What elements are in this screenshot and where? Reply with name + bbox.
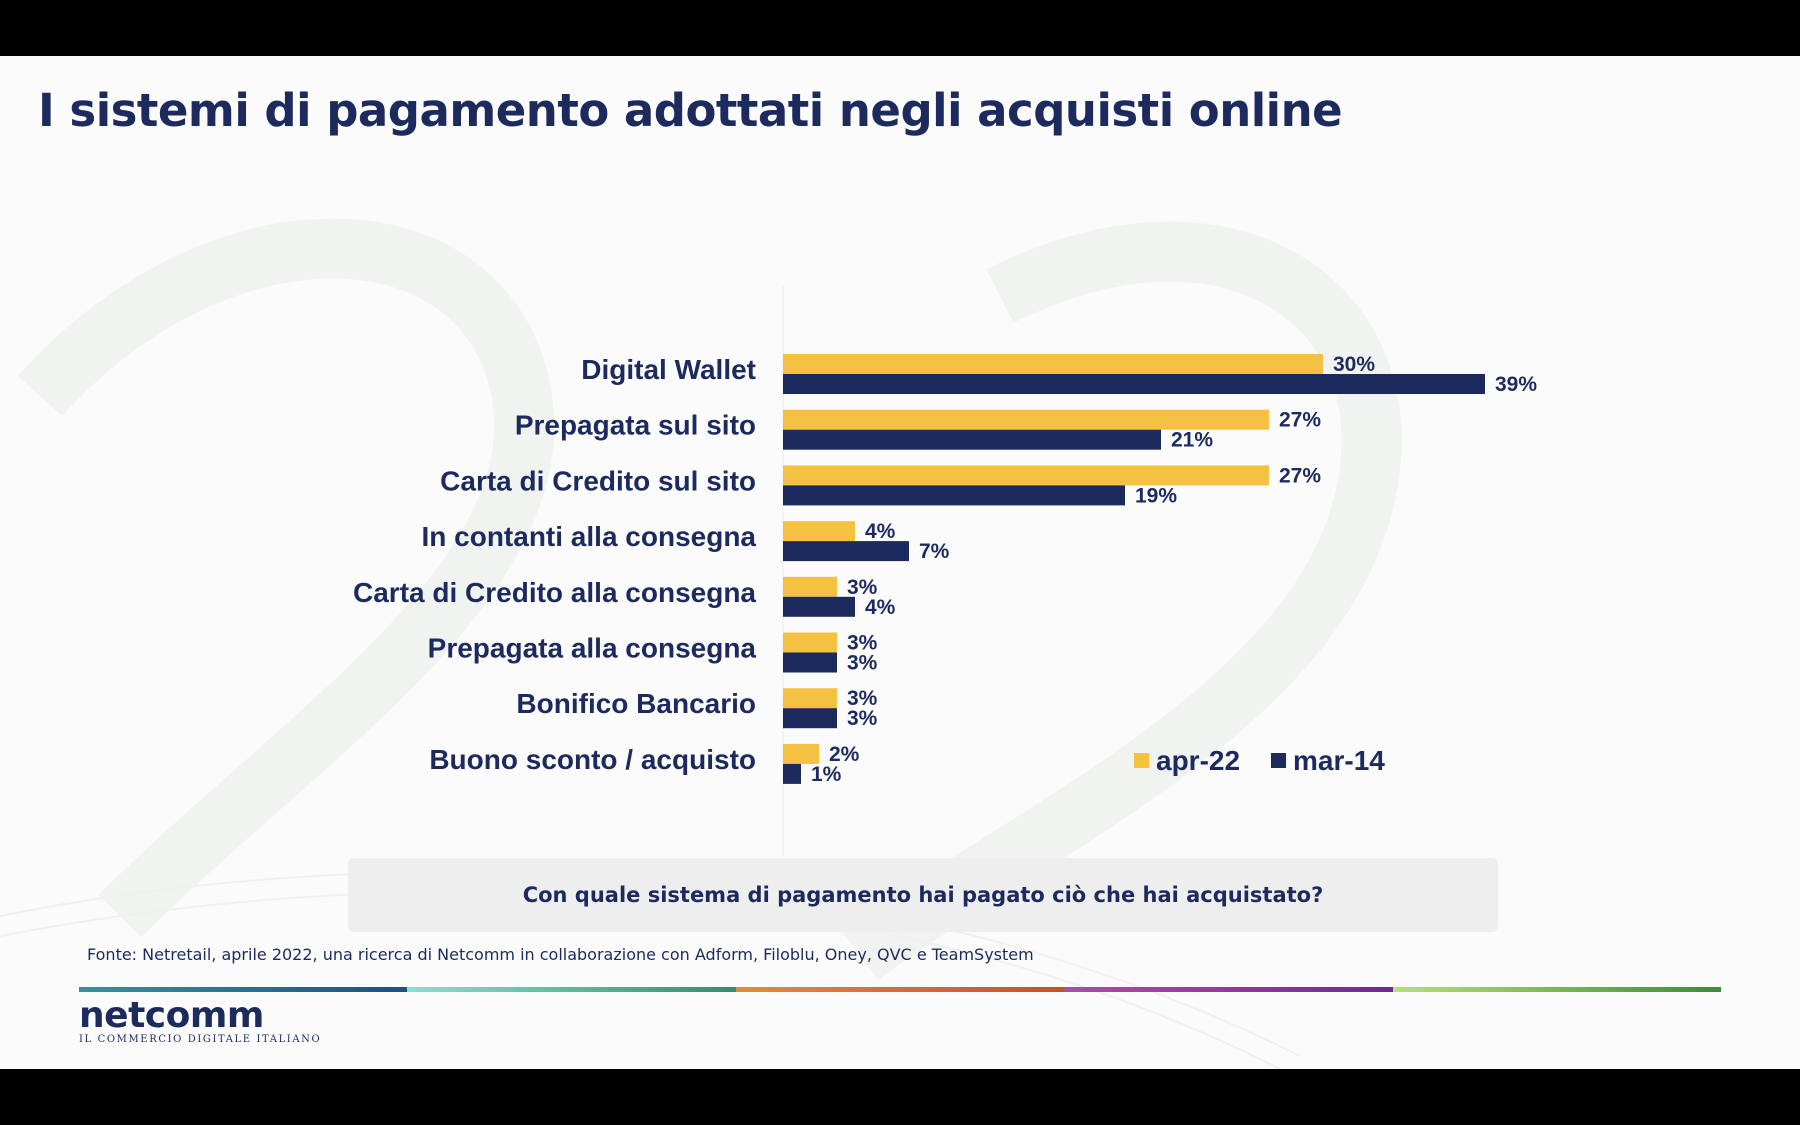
value-label-apr-22: 30% bbox=[1333, 353, 1375, 376]
logo-part-tcomm: tcomm bbox=[128, 995, 264, 1036]
value-label-mar-14: 3% bbox=[847, 652, 878, 675]
slide: I sistemi di pagamento adottati negli ac… bbox=[0, 56, 1800, 1069]
bar-apr-22 bbox=[783, 688, 837, 709]
bar-mar-14 bbox=[783, 429, 1161, 450]
value-label-mar-14: 1% bbox=[811, 763, 842, 786]
legend-label-apr-22: apr-22 bbox=[1156, 745, 1240, 776]
category-label: Carta di Credito sul sito bbox=[440, 465, 756, 496]
category-label: In contanti alla consegna bbox=[421, 521, 756, 552]
value-label-apr-22: 3% bbox=[847, 687, 878, 710]
category-label: Bonifico Bancario bbox=[516, 688, 756, 719]
bar-apr-22 bbox=[783, 465, 1269, 486]
value-label-mar-14: 39% bbox=[1495, 373, 1537, 396]
bar-mar-14 bbox=[783, 485, 1125, 506]
value-label-apr-22: 27% bbox=[1279, 464, 1321, 487]
value-label-mar-14: 4% bbox=[865, 596, 896, 619]
value-label-apr-22: 2% bbox=[829, 743, 860, 766]
legend-swatch-apr-22 bbox=[1134, 753, 1149, 768]
bar-apr-22 bbox=[783, 632, 837, 653]
category-label: Buono sconto / acquisto bbox=[429, 744, 756, 775]
logo-wordmark: netcomm bbox=[79, 996, 321, 1036]
page-title: I sistemi di pagamento adottati negli ac… bbox=[38, 84, 1343, 137]
value-label-apr-22: 3% bbox=[847, 576, 878, 599]
category-label: Carta di Credito alla consegna bbox=[353, 577, 756, 608]
value-label-mar-14: 3% bbox=[847, 707, 878, 730]
bar-apr-22 bbox=[783, 521, 855, 542]
logo-part-n: n bbox=[79, 995, 105, 1036]
bar-apr-22 bbox=[783, 409, 1269, 430]
logo-part-e: e bbox=[104, 995, 129, 1036]
bar-chart: Digital Wallet 30% 39% Prepagata sul sito 27… bbox=[353, 286, 1537, 856]
source-note: Fonte: Netretail, aprile 2022, una ricer… bbox=[87, 945, 1034, 964]
category-label: Digital Wallet bbox=[581, 354, 756, 385]
logo-tagline: IL COMMERCIO DIGITALE ITALIANO bbox=[79, 1034, 322, 1045]
rule-segment-3 bbox=[735, 987, 1065, 992]
value-label-mar-14: 21% bbox=[1171, 429, 1213, 452]
bar-mar-14 bbox=[783, 374, 1485, 394]
bar-mar-14 bbox=[783, 652, 837, 673]
question-box: Con quale sistema di pagamento hai pagat… bbox=[348, 858, 1498, 932]
category-label: Prepagata sul sito bbox=[515, 410, 756, 441]
value-label-mar-14: 19% bbox=[1135, 484, 1177, 507]
rule-segment-5 bbox=[1392, 987, 1722, 992]
bar-mar-14 bbox=[783, 596, 855, 617]
legend-swatch-mar-14 bbox=[1271, 753, 1286, 768]
bar-mar-14 bbox=[783, 708, 837, 729]
rule-segment-1 bbox=[79, 987, 408, 992]
color-rule bbox=[79, 987, 1722, 992]
bar-apr-22 bbox=[783, 354, 1323, 374]
value-label-apr-22: 3% bbox=[847, 632, 878, 655]
value-label-mar-14: 7% bbox=[919, 540, 950, 563]
value-label-apr-22: 27% bbox=[1279, 409, 1321, 432]
bar-mar-14 bbox=[783, 763, 801, 784]
bar-apr-22 bbox=[783, 743, 819, 764]
bar-apr-22 bbox=[783, 576, 837, 597]
bar-mar-14 bbox=[783, 541, 909, 562]
netcomm-logo: netcomm IL COMMERCIO DIGITALE ITALIANO bbox=[79, 996, 322, 1046]
survey-question: Con quale sistema di pagamento hai pagat… bbox=[522, 883, 1324, 907]
rule-segment-2 bbox=[407, 987, 736, 992]
value-label-apr-22: 4% bbox=[865, 520, 896, 543]
rule-segment-4 bbox=[1064, 987, 1393, 992]
category-label: Prepagata alla consegna bbox=[428, 633, 757, 664]
legend-label-mar-14: mar-14 bbox=[1293, 745, 1385, 776]
